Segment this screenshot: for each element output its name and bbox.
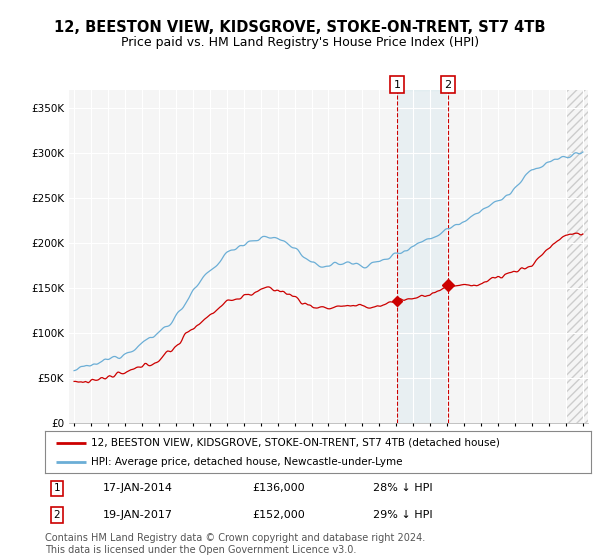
Text: 28% ↓ HPI: 28% ↓ HPI <box>373 483 432 493</box>
Text: Contains HM Land Registry data © Crown copyright and database right 2024.
This d: Contains HM Land Registry data © Crown c… <box>45 533 425 555</box>
Text: 1: 1 <box>53 483 61 493</box>
Text: 1: 1 <box>394 80 401 90</box>
Text: 29% ↓ HPI: 29% ↓ HPI <box>373 510 432 520</box>
Text: £152,000: £152,000 <box>253 510 305 520</box>
Text: HPI: Average price, detached house, Newcastle-under-Lyme: HPI: Average price, detached house, Newc… <box>91 457 403 467</box>
Text: 17-JAN-2014: 17-JAN-2014 <box>103 483 172 493</box>
Text: 2: 2 <box>53 510 61 520</box>
Text: £136,000: £136,000 <box>253 483 305 493</box>
Text: 19-JAN-2017: 19-JAN-2017 <box>103 510 172 520</box>
Text: 12, BEESTON VIEW, KIDSGROVE, STOKE-ON-TRENT, ST7 4TB (detached house): 12, BEESTON VIEW, KIDSGROVE, STOKE-ON-TR… <box>91 437 500 447</box>
Bar <box>397 90 448 423</box>
Bar <box>568 90 592 423</box>
Bar <box>568 90 592 423</box>
Text: Price paid vs. HM Land Registry's House Price Index (HPI): Price paid vs. HM Land Registry's House … <box>121 36 479 49</box>
Text: 12, BEESTON VIEW, KIDSGROVE, STOKE-ON-TRENT, ST7 4TB: 12, BEESTON VIEW, KIDSGROVE, STOKE-ON-TR… <box>54 20 546 35</box>
Text: 2: 2 <box>445 80 451 90</box>
